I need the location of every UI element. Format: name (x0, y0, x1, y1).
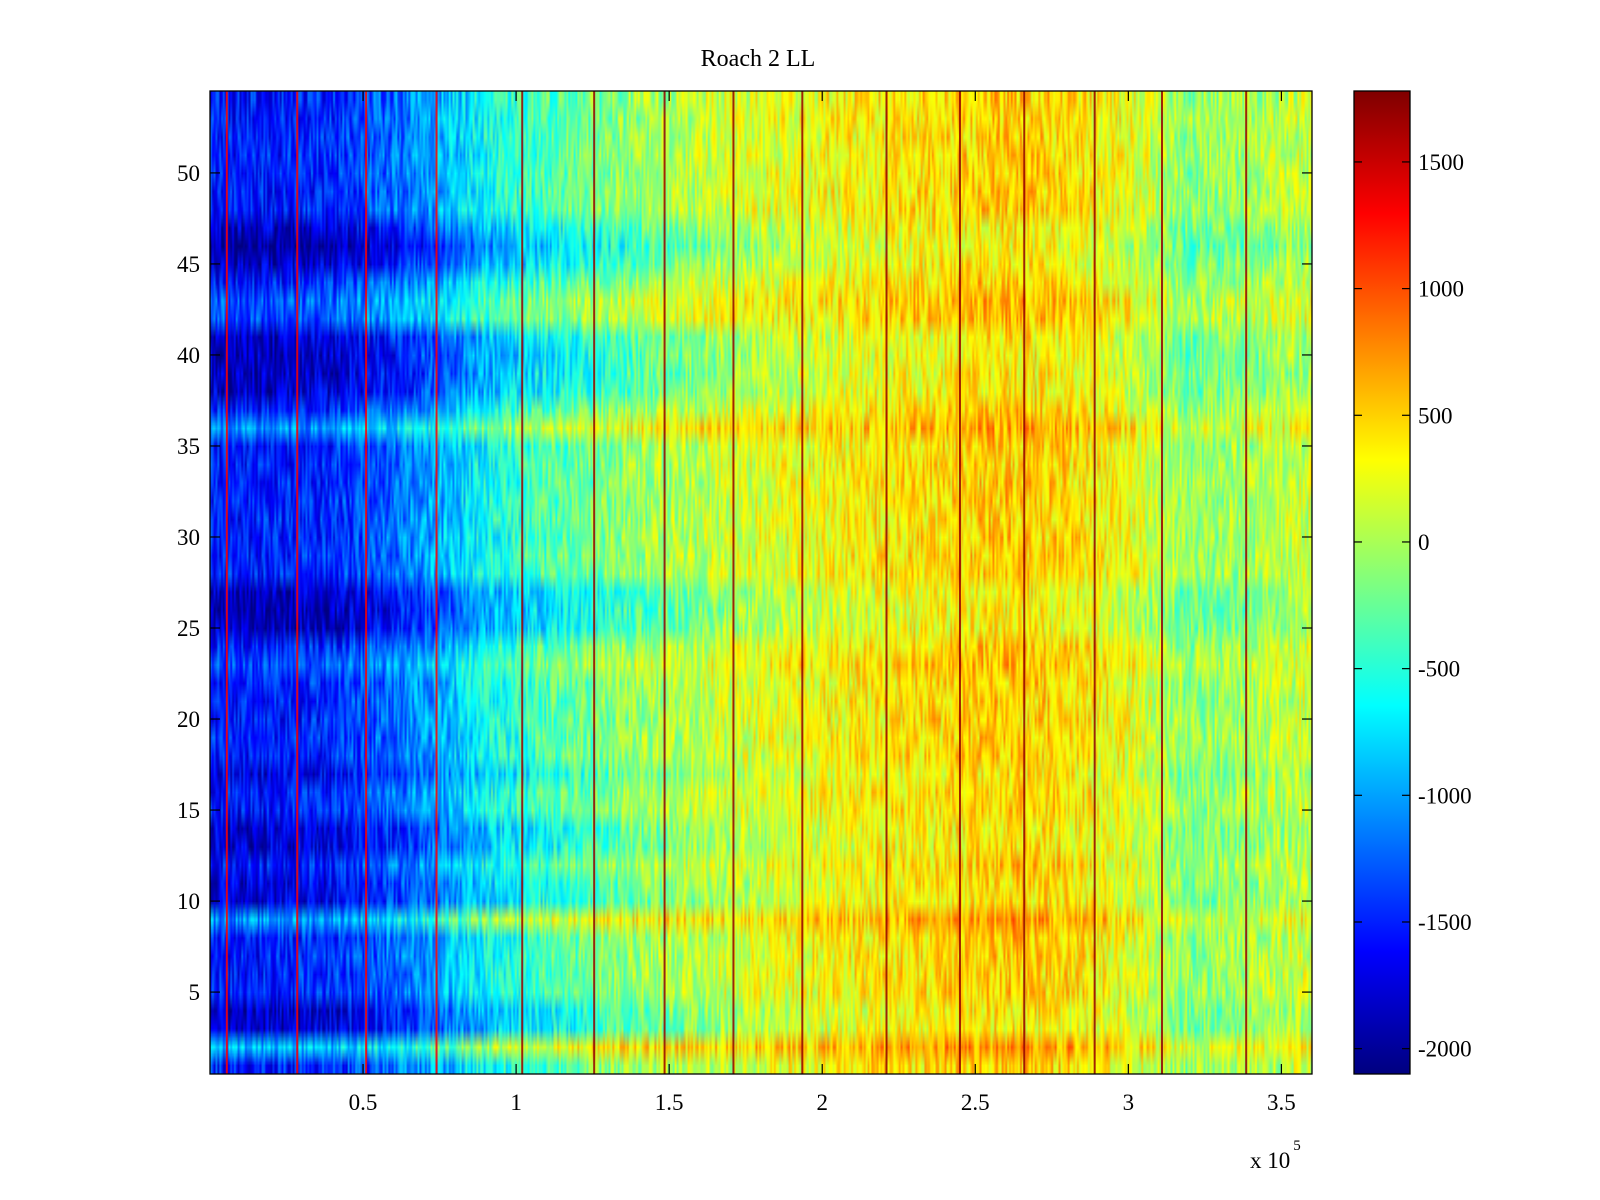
colorbar-tick-label: 1500 (1418, 150, 1464, 175)
y-tick-label: 5 (189, 980, 201, 1005)
x-axis-ticks: 0.5 1 1.5 2 2.5 3 3.5 (349, 91, 1296, 1115)
x-tick-label: 3 (1123, 1090, 1135, 1115)
y-tick-label: 30 (177, 525, 200, 550)
x-tick-label: 1.5 (655, 1090, 684, 1115)
colorbar-tick-label: -1500 (1418, 910, 1472, 935)
colorbar-tick-label: 500 (1418, 403, 1453, 428)
colorbar: 1500 1000 500 0 -500 -1000 -1500 -2000 (1353, 90, 1472, 1075)
vertical-lines-layer (225, 91, 1248, 1074)
heatmap-plot-area (210, 91, 1312, 1074)
y-tick-label: 10 (177, 889, 200, 914)
colorbar-tick-label: 1000 (1418, 277, 1464, 302)
y-tick-label: 40 (177, 343, 200, 368)
y-tick-label: 35 (177, 434, 200, 459)
x-exponent-label: x 105 (1250, 1138, 1301, 1173)
x-tick-label: 2.5 (961, 1090, 990, 1115)
x-exponent-power: 5 (1293, 1138, 1301, 1154)
y-tick-label: 25 (177, 616, 200, 641)
colorbar-ticks: 1500 1000 500 0 -500 -1000 -1500 -2000 (1354, 150, 1472, 1062)
y-tick-label: 20 (177, 707, 200, 732)
colorbar-tick-label: 0 (1418, 530, 1430, 555)
x-tick-label: 2 (816, 1090, 828, 1115)
y-tick-label: 50 (177, 161, 200, 186)
y-axis-ticks: 5 10 15 20 25 30 35 40 45 50 (177, 161, 1312, 1005)
colorbar-tick-label: -2000 (1418, 1037, 1472, 1062)
x-tick-label: 3.5 (1267, 1090, 1296, 1115)
colorbar-tick-label: -1000 (1418, 783, 1472, 808)
heatmap-image (210, 91, 1312, 1074)
x-tick-label: 0.5 (349, 1090, 378, 1115)
y-tick-label: 45 (177, 252, 200, 277)
x-tick-label: 1 (510, 1090, 522, 1115)
y-tick-label: 15 (177, 798, 200, 823)
plot-frame (209, 90, 1313, 1075)
colorbar-tick-label: -500 (1418, 657, 1460, 682)
colorbar-gradient (1353, 90, 1411, 1075)
chart-title: Roach 2 LL (701, 46, 816, 72)
